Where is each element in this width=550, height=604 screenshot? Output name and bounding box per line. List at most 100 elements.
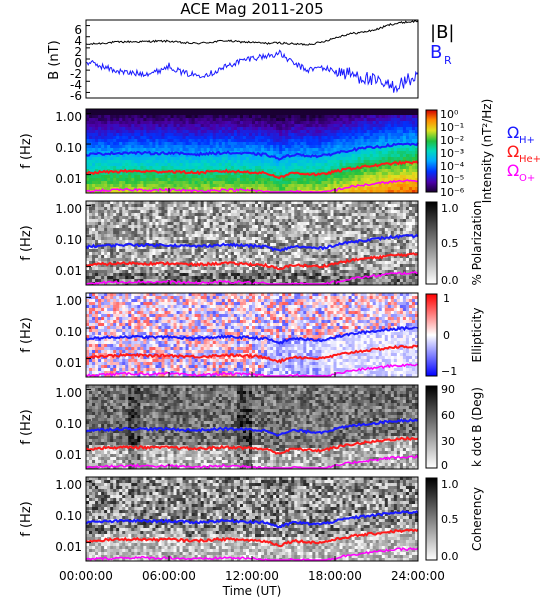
polarization-cell	[180, 234, 183, 237]
polarization-cell	[116, 237, 119, 240]
polarization-cell	[255, 267, 258, 270]
polarization-cell	[128, 258, 131, 261]
intensity-cell	[110, 109, 113, 112]
intensity-cell	[333, 181, 336, 184]
polarization-cell	[195, 213, 198, 216]
polarization-cell	[89, 270, 92, 273]
polarization-cell	[128, 237, 131, 240]
intensity-cell	[276, 187, 279, 190]
intensity-cell	[309, 115, 312, 118]
intensity-cell	[340, 178, 343, 181]
polarization-cell	[113, 237, 116, 240]
intensity-cell	[204, 133, 207, 136]
intensity-cell	[198, 127, 201, 130]
polarization-cell	[195, 222, 198, 225]
intensity-cell	[291, 115, 294, 118]
polarization-cell	[246, 267, 249, 270]
polarization-cell	[201, 276, 204, 279]
polarization-cell	[189, 216, 192, 219]
polarization-cell	[231, 231, 234, 234]
intensity-cell	[309, 121, 312, 124]
polarization-cell	[189, 249, 192, 252]
polarization-cell	[128, 246, 131, 249]
intensity-cell	[140, 145, 143, 148]
intensity-cell	[294, 148, 297, 151]
polarization-cell	[255, 234, 258, 237]
intensity-cell	[116, 124, 119, 127]
polarization-cell	[222, 276, 225, 279]
intensity-cell	[240, 127, 243, 130]
polarization-cell	[128, 255, 131, 258]
intensity-cell	[195, 148, 198, 151]
polarization-cell	[152, 240, 155, 243]
intensity-cell	[149, 121, 152, 124]
intensity-cell	[330, 121, 333, 124]
intensity-cell	[412, 187, 415, 190]
intensity-cell	[167, 178, 170, 181]
intensity-cell	[318, 163, 321, 166]
intensity-cell	[186, 139, 189, 142]
intensity-cell	[246, 142, 249, 145]
polarization-cell	[192, 234, 195, 237]
intensity-cell	[192, 124, 195, 127]
intensity-cell	[297, 145, 300, 148]
polarization-cell	[258, 207, 261, 210]
intensity-cell	[388, 136, 391, 139]
intensity-cell	[385, 115, 388, 118]
polarization-cell	[222, 255, 225, 258]
intensity-cell	[264, 130, 267, 133]
polarization-cell	[249, 255, 252, 258]
polarization-cell	[110, 252, 113, 255]
polarization-cell	[119, 216, 122, 219]
intensity-cell	[352, 154, 355, 157]
intensity-cell	[222, 178, 225, 181]
intensity-cell	[370, 112, 373, 115]
polarization-cell	[288, 210, 291, 213]
intensity-cell	[210, 124, 213, 127]
intensity-cell	[186, 163, 189, 166]
intensity-cell	[201, 121, 204, 124]
polarization-cell	[161, 258, 164, 261]
intensity-cell	[343, 178, 346, 181]
intensity-cell	[201, 163, 204, 166]
intensity-cell	[370, 142, 373, 145]
polarization-cell	[149, 249, 152, 252]
intensity-cell	[158, 163, 161, 166]
polarization-cell	[264, 255, 267, 258]
intensity-cell	[312, 151, 315, 154]
polarization-cell	[237, 231, 240, 234]
polarization-cell	[86, 216, 89, 219]
intensity-cell	[192, 184, 195, 187]
intensity-cell	[297, 118, 300, 121]
polarization-cell	[158, 201, 161, 204]
polarization-cell	[201, 201, 204, 204]
polarization-cell	[143, 255, 146, 258]
polarization-cell	[104, 276, 107, 279]
intensity-cell	[177, 124, 180, 127]
intensity-cell	[370, 109, 373, 112]
intensity-cell	[385, 124, 388, 127]
intensity-cell	[164, 178, 167, 181]
intensity-cell	[183, 139, 186, 142]
intensity-cell	[167, 145, 170, 148]
intensity-cell	[192, 127, 195, 130]
intensity-cell	[222, 148, 225, 151]
intensity-cell	[364, 130, 367, 133]
intensity-cell	[303, 166, 306, 169]
intensity-cell	[149, 175, 152, 178]
polarization-cell	[143, 267, 146, 270]
polarization-cell	[119, 252, 122, 255]
polarization-cell	[207, 228, 210, 231]
intensity-cell	[189, 145, 192, 148]
polarization-cell	[95, 276, 98, 279]
intensity-cell	[358, 142, 361, 145]
intensity-cell	[122, 163, 125, 166]
polarization-cell	[213, 276, 216, 279]
intensity-cell	[382, 157, 385, 160]
intensity-cell	[231, 178, 234, 181]
intensity-cell	[216, 142, 219, 145]
polarization-cell	[107, 240, 110, 243]
polarization-cell	[186, 273, 189, 276]
polarization-cell	[198, 258, 201, 261]
intensity-cell	[382, 178, 385, 181]
